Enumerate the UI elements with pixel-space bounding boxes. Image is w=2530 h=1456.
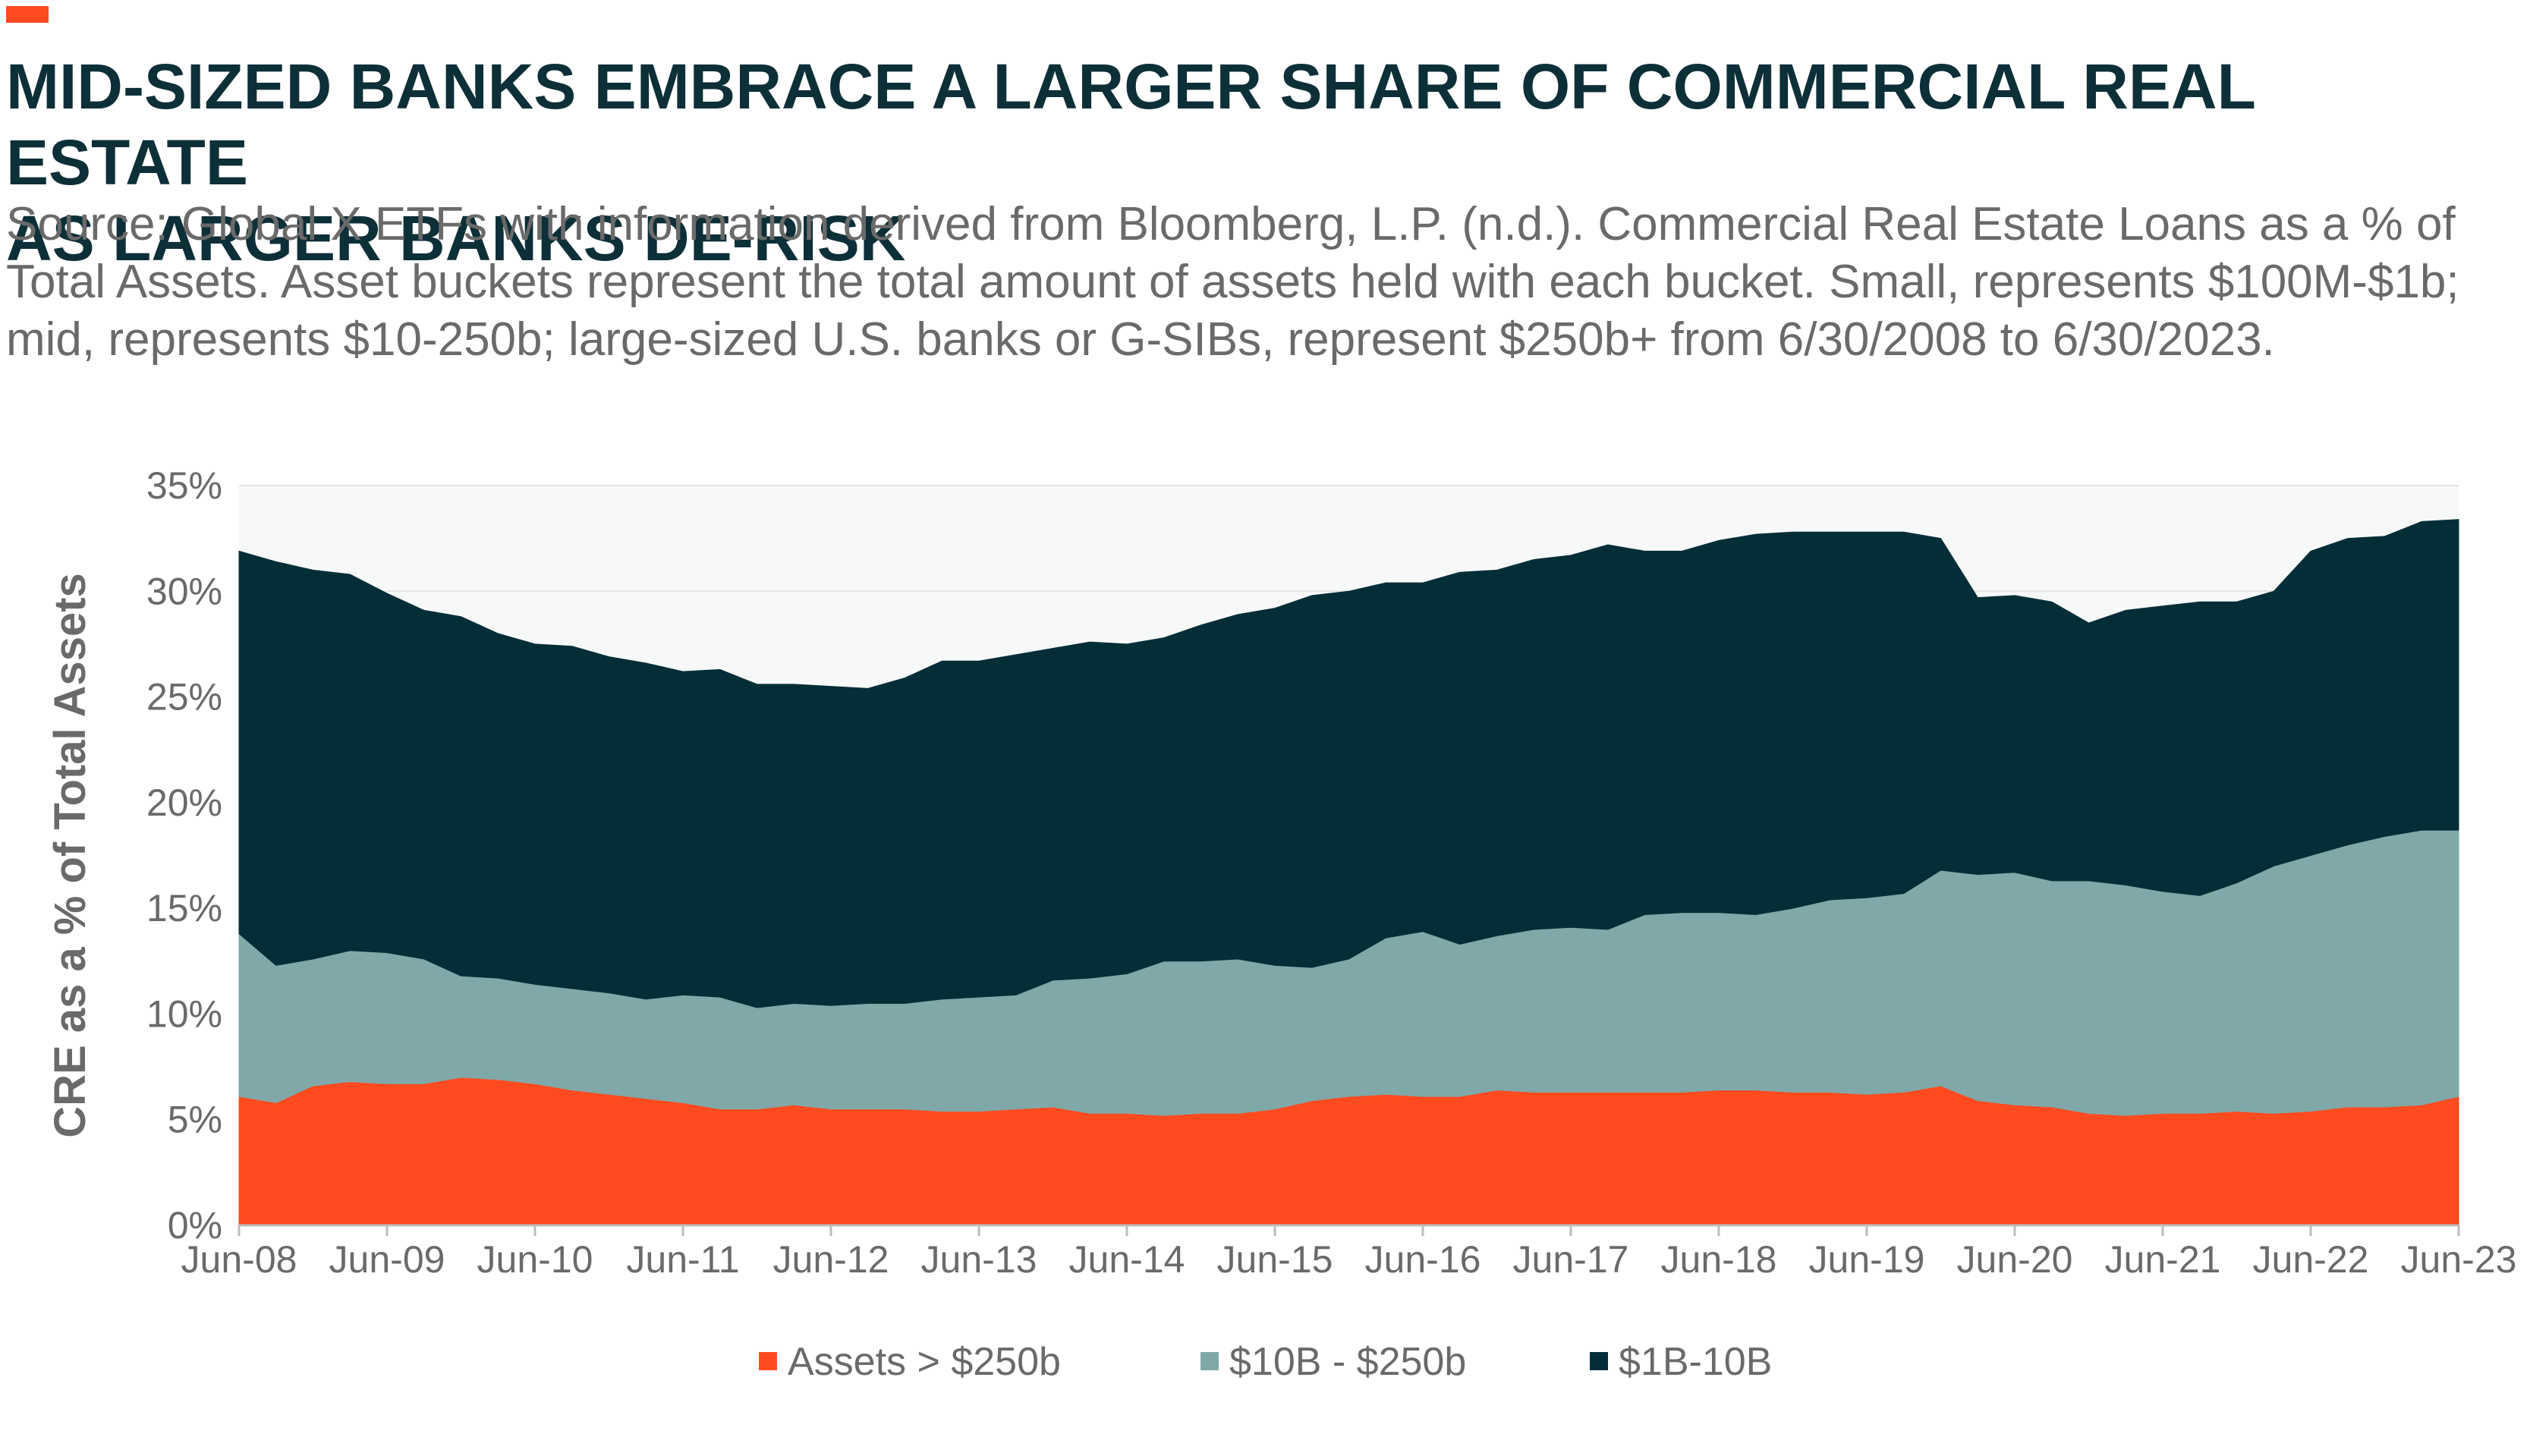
legend-label: $10B - $250b xyxy=(1229,1340,1466,1384)
x-tick-label: Jun-18 xyxy=(1661,1238,1777,1281)
accent-bar xyxy=(6,6,49,23)
y-tick-label: 35% xyxy=(146,464,222,507)
source-note-line-2: Total Assets. Asset buckets represent th… xyxy=(6,256,2459,308)
legend: Assets > $250b $10B - $250b $1B-10B xyxy=(759,1340,1772,1384)
legend-swatch xyxy=(1590,1352,1608,1370)
legend-label: $1B-10B xyxy=(1619,1340,1772,1384)
x-tick-label: Jun-20 xyxy=(1957,1238,2073,1281)
y-tick-label: 15% xyxy=(146,887,222,929)
y-tick-label: 20% xyxy=(146,781,222,824)
x-tick-label: Jun-11 xyxy=(626,1238,739,1281)
x-tick-label: Jun-15 xyxy=(1217,1238,1333,1281)
x-tick-label: Jun-14 xyxy=(1069,1238,1185,1281)
legend-swatch xyxy=(759,1352,777,1370)
legend-swatch xyxy=(1200,1352,1219,1370)
area-series xyxy=(238,519,2459,1226)
chart-title-line-1: MID-SIZED BANKS EMBRACE A LARGER SHARE O… xyxy=(6,51,2255,198)
x-tick-label: Jun-23 xyxy=(2401,1238,2517,1281)
y-axis-ticks: 0% 5% 10% 15% 20% 25% 30% 35% xyxy=(146,464,222,1247)
area-series-3 xyxy=(238,519,2459,1008)
y-tick-label: 0% xyxy=(168,1204,222,1247)
source-note-line-3: mid, represents $10-250b; large-sized U.… xyxy=(6,313,2275,366)
y-axis-title: CRE as a % of Total Assets xyxy=(46,573,95,1138)
y-tick-label: 5% xyxy=(168,1099,222,1141)
x-tick-label: Jun-09 xyxy=(329,1238,445,1281)
y-tick-label: 30% xyxy=(146,570,222,612)
x-tick-label: Jun-22 xyxy=(2253,1238,2369,1281)
x-axis-ticks: Jun-08 Jun-09 Jun-10 Jun-11 Jun-12 Jun-13 Jun-… xyxy=(181,1225,2517,1281)
y-tick-label: 10% xyxy=(146,992,222,1035)
chart-title-line-2: AS LARGER BANKS DE-RISK xyxy=(6,203,906,274)
x-tick-label: Jun-10 xyxy=(477,1238,593,1281)
x-tick-label: Jun-08 xyxy=(181,1238,297,1281)
source-note-line-1: Source: Global X ETFs with information d… xyxy=(6,198,2456,250)
x-tick-label: Jun-13 xyxy=(921,1238,1037,1281)
x-tick-label: Jun-16 xyxy=(1365,1238,1481,1281)
x-tick-label: Jun-17 xyxy=(1513,1238,1629,1281)
legend-label: Assets > $250b xyxy=(788,1340,1061,1384)
x-tick-label: Jun-12 xyxy=(773,1238,889,1281)
x-tick-label: Jun-21 xyxy=(2105,1238,2221,1281)
chart-title: MID-SIZED BANKS EMBRACE A LARGER SHARE O… xyxy=(6,49,2510,276)
x-tick-label: Jun-19 xyxy=(1809,1238,1925,1281)
y-tick-label: 25% xyxy=(146,676,222,719)
stacked-area-chart: 0% 5% 10% 15% 20% 25% 30% 35% Jun-08 Jun-09 Jun-1… xyxy=(46,464,2517,1384)
chart-source-note: Source: Global X ETFs with information d… xyxy=(6,196,2510,369)
